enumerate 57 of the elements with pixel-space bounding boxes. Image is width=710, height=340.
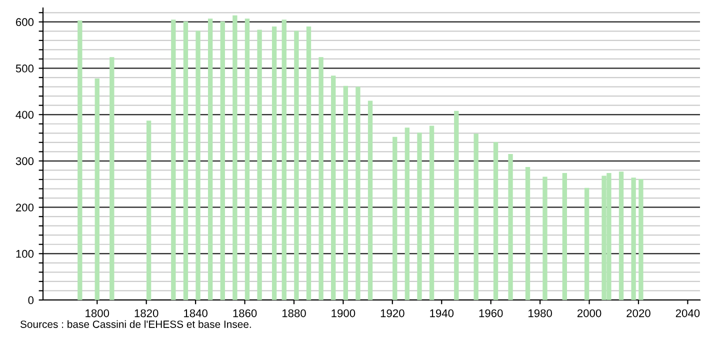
x-tick-label: 1880 [282,309,306,318]
x-tick-label: 1840 [184,309,208,318]
bar [110,57,114,300]
bar [318,57,324,300]
bar [542,176,548,300]
y-tick-label: 300 [16,157,34,166]
bar [343,86,348,300]
bar [244,18,250,300]
bar [638,179,644,300]
x-tick-label: 1960 [479,309,503,318]
bar [208,18,213,300]
x-tick-label: 1940 [430,309,454,318]
source-note: Sources : base Cassini de l'EHESS et base Insee. [20,320,251,328]
bar [146,120,152,300]
bar [294,30,299,300]
x-tick-label: 1860 [233,309,257,318]
x-tick-label: 1980 [528,309,552,318]
x-tick-label: 1900 [332,309,356,318]
x-tick-label: 1820 [134,309,158,318]
bar [618,172,624,300]
y-tick-label: 200 [16,204,34,212]
x-tick-label: 1800 [86,309,110,318]
bar [525,166,530,300]
y-tick-label: 0 [28,296,34,304]
bar [562,173,567,300]
x-tick-label: 2040 [676,309,700,318]
y-tick-label: 500 [16,64,34,72]
bar [631,178,636,300]
bar [306,26,312,300]
bar [368,100,373,300]
bar [220,21,225,300]
y-tick-label: 600 [16,18,34,26]
x-tick-label: 2000 [577,309,602,318]
bar [282,20,286,300]
bar [331,76,336,300]
bar [171,20,176,300]
bar [454,110,459,300]
y-tick-label: 100 [16,250,34,258]
bar [356,86,360,300]
bar [474,134,478,300]
bar [392,136,398,300]
bar [196,30,200,300]
bar [272,26,277,300]
bar [508,154,513,300]
bar [404,128,410,300]
bar [78,20,82,300]
bar [232,15,238,300]
bar [429,126,434,300]
x-tick-label: 1920 [380,309,404,318]
y-tick-label: 400 [16,110,34,119]
bar [183,21,188,300]
x-tick-label: 2020 [626,309,650,318]
bar [257,30,262,300]
bar [493,142,498,300]
bar [94,78,100,300]
bar [417,132,422,300]
bar [584,188,590,300]
